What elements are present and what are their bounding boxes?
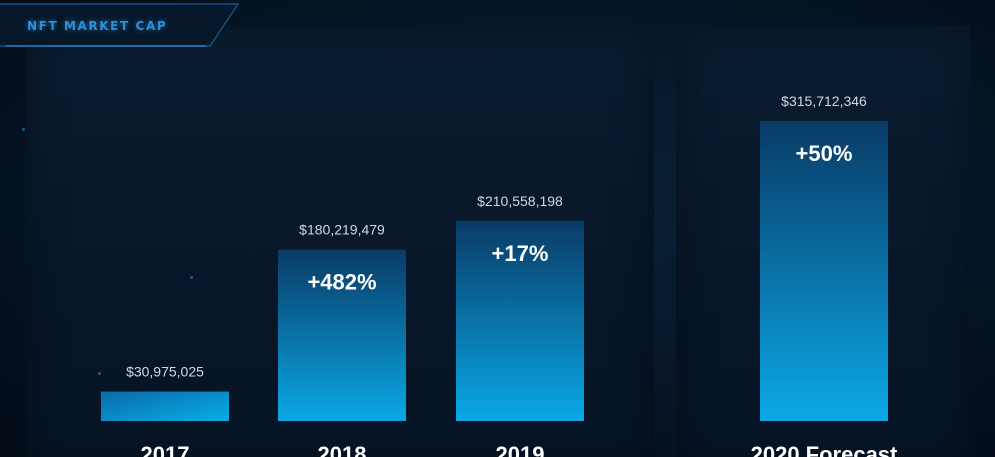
growth-label: +482% xyxy=(307,270,376,295)
category-label: 2018 xyxy=(318,442,367,457)
decorative-dot xyxy=(190,276,193,279)
decorative-dot xyxy=(22,128,25,131)
value-label: $315,712,346 xyxy=(781,93,867,109)
value-label: $210,558,198 xyxy=(477,193,563,209)
chart-title: NFT MARKET CAP xyxy=(27,19,168,33)
growth-label: +50% xyxy=(796,141,853,166)
value-label: $180,219,479 xyxy=(299,222,385,238)
growth-label: +17% xyxy=(492,241,549,266)
category-label: 2017 xyxy=(141,442,190,457)
value-label: $30,975,025 xyxy=(126,364,204,380)
category-label: 2020 Forecast xyxy=(751,442,898,457)
title-tab xyxy=(0,3,240,47)
bar-2020-forecast xyxy=(760,121,888,421)
bar-2017 xyxy=(101,391,229,421)
category-label: 2019 xyxy=(496,442,545,457)
bar-2019 xyxy=(456,220,584,421)
decorative-dot xyxy=(98,372,101,375)
bar-2018 xyxy=(278,249,406,421)
